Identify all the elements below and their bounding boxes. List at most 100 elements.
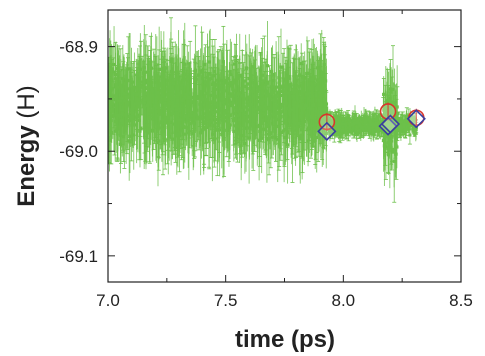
data-point: [414, 126, 418, 131]
data-point: [405, 114, 409, 118]
data-point: [233, 62, 237, 66]
data-point: [121, 105, 125, 109]
data-point: [216, 121, 220, 125]
data-point: [408, 133, 412, 137]
data-point: [284, 113, 288, 117]
data-point: [313, 126, 317, 131]
data-point: [232, 106, 236, 110]
data-point: [316, 118, 320, 122]
data-point: [392, 109, 397, 114]
data-point: [384, 135, 388, 139]
data-point: [244, 119, 249, 123]
data-point: [399, 120, 403, 124]
data-point: [156, 90, 160, 95]
data-point: [223, 111, 227, 115]
data-point: [352, 121, 356, 125]
data-point: [124, 89, 128, 94]
data-point: [192, 95, 196, 100]
data-point: [257, 87, 261, 91]
data-point: [198, 93, 203, 97]
data-point: [306, 126, 311, 130]
data-point: [399, 124, 403, 128]
data-point: [199, 70, 204, 74]
data-point: [389, 124, 393, 128]
y-tick-label: -69.1: [59, 247, 98, 266]
data-point: [216, 82, 220, 86]
data-point: [367, 127, 371, 131]
diamond-marker-3: [380, 114, 401, 134]
data-point: [335, 131, 340, 135]
data-point: [183, 117, 188, 121]
data-point: [371, 125, 376, 129]
data-point: [172, 81, 176, 85]
data-point: [394, 113, 398, 118]
data-point: [177, 112, 182, 116]
data-point: [192, 121, 196, 126]
data-point: [282, 121, 287, 125]
data-point: [368, 120, 372, 124]
data-point: [110, 67, 114, 71]
data-point: [161, 118, 165, 122]
data-point: [231, 87, 235, 91]
data-point: [164, 66, 168, 70]
data-point: [250, 122, 254, 127]
data-point: [116, 99, 120, 103]
data-point: [166, 92, 170, 96]
data-point: [193, 112, 197, 116]
data-point: [183, 95, 187, 99]
data-point: [227, 122, 231, 127]
data-point: [236, 76, 241, 81]
data-point: [152, 104, 157, 108]
noise-segment-2: [325, 105, 386, 144]
data-point: [350, 122, 354, 127]
data-point: [304, 96, 308, 100]
data-point: [343, 124, 347, 128]
data-point: [245, 108, 249, 112]
data-point: [277, 113, 282, 117]
diamond-marker-4: [406, 109, 426, 129]
noisy-energy-series: [108, 17, 419, 203]
data-point: [134, 102, 138, 106]
data-point: [212, 123, 216, 127]
data-point: [294, 79, 299, 83]
data-point: [134, 92, 138, 97]
data-point: [149, 103, 153, 107]
data-point: [209, 77, 213, 81]
data-point: [259, 111, 263, 115]
data-point: [185, 92, 189, 97]
data-point: [172, 109, 176, 113]
data-point: [128, 114, 132, 118]
data-point: [332, 126, 336, 130]
data-point: [240, 94, 244, 98]
data-point: [201, 95, 205, 99]
data-point: [167, 102, 171, 106]
data-point: [187, 121, 192, 126]
data-point: [152, 93, 156, 97]
data-point: [274, 85, 278, 89]
data-point: [347, 118, 352, 122]
data-point: [279, 130, 284, 135]
data-point: [310, 77, 314, 82]
data-point: [289, 83, 293, 87]
data-point: [314, 94, 318, 98]
x-axis-title: time (ps): [235, 326, 335, 353]
data-point: [242, 115, 246, 119]
data-point: [170, 111, 174, 115]
data-point: [353, 113, 357, 118]
data-point: [130, 115, 135, 119]
data-point: [324, 101, 328, 105]
data-point: [322, 97, 327, 101]
data-point: [196, 117, 200, 121]
data-point: [132, 133, 136, 137]
x-tick-label: 7.0: [96, 291, 120, 310]
data-point: [273, 108, 277, 112]
data-point: [191, 131, 195, 135]
data-point: [145, 97, 150, 101]
data-point: [299, 62, 303, 66]
data-point: [287, 104, 291, 108]
y-axis-title: Energy (H): [13, 85, 40, 206]
data-point: [127, 139, 131, 143]
data-point: [361, 128, 365, 132]
data-point: [174, 108, 178, 112]
data-point: [108, 124, 112, 128]
